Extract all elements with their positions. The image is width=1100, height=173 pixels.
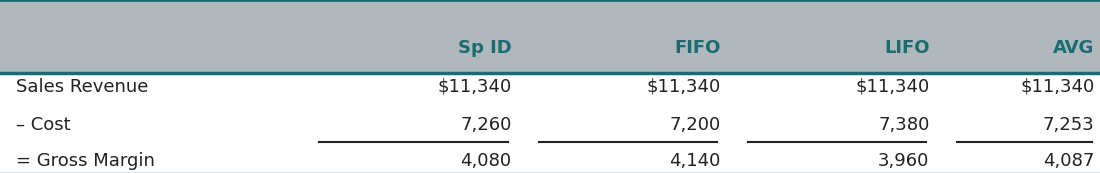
Text: Sales Revenue: Sales Revenue xyxy=(16,78,148,95)
Text: 4,080: 4,080 xyxy=(461,152,512,170)
Text: 7,260: 7,260 xyxy=(460,116,512,134)
Text: – Cost: – Cost xyxy=(16,116,72,134)
Text: $11,340: $11,340 xyxy=(647,78,720,95)
Text: FIFO: FIFO xyxy=(674,39,720,57)
Text: 3,960: 3,960 xyxy=(878,152,930,170)
FancyBboxPatch shape xyxy=(0,0,1100,73)
Text: Sp ID: Sp ID xyxy=(458,39,512,57)
Text: $11,340: $11,340 xyxy=(856,78,930,95)
Text: $11,340: $11,340 xyxy=(1021,78,1094,95)
Text: AVG: AVG xyxy=(1053,39,1094,57)
FancyBboxPatch shape xyxy=(0,73,1100,173)
Text: 7,200: 7,200 xyxy=(669,116,720,134)
Text: 7,380: 7,380 xyxy=(878,116,930,134)
Text: 4,087: 4,087 xyxy=(1043,152,1094,170)
Text: $11,340: $11,340 xyxy=(437,78,512,95)
Text: = Gross Margin: = Gross Margin xyxy=(16,152,155,170)
Text: 4,140: 4,140 xyxy=(669,152,720,170)
Text: LIFO: LIFO xyxy=(884,39,930,57)
Text: 7,253: 7,253 xyxy=(1043,116,1094,134)
